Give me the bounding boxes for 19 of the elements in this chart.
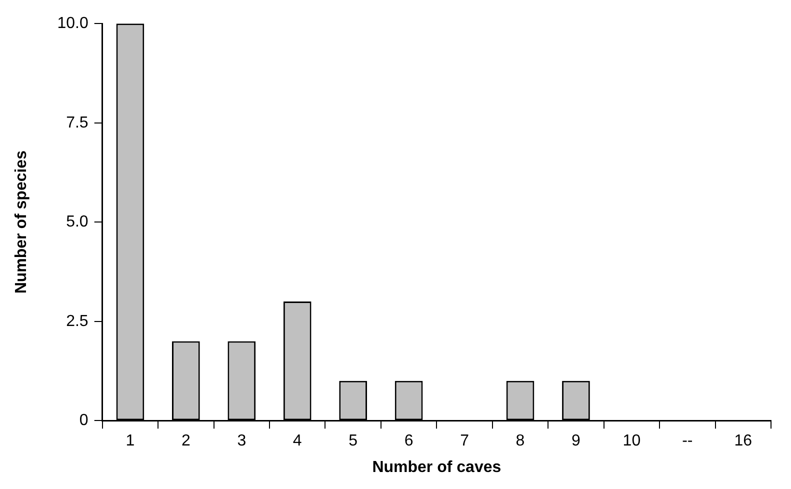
x-tick-label: 16 (734, 432, 752, 450)
y-tick-label: 0 (79, 412, 88, 430)
x-tick-label: 7 (460, 432, 470, 450)
x-axis-title: Number of caves (372, 458, 502, 476)
y-tick-label: 2.5 (66, 312, 88, 330)
y-axis-title: Number of species (13, 150, 30, 294)
x-tick-label: 4 (292, 432, 302, 450)
x-tick-label: 3 (237, 432, 246, 450)
x-tick-label: 10 (622, 432, 641, 450)
x-tick-label: 2 (181, 432, 190, 450)
x-tick-label: -- (682, 432, 693, 450)
x-tick-label: 5 (348, 432, 358, 450)
y-tick-label: 5.0 (66, 214, 88, 231)
x-tick-label: 6 (404, 432, 414, 450)
x-tick-label: 1 (126, 432, 135, 450)
x-tick-label: 8 (516, 432, 525, 450)
y-tick-label: 7.5 (66, 114, 88, 132)
x-tick-label: 9 (572, 432, 581, 450)
y-tick-label: 10.0 (57, 15, 88, 32)
